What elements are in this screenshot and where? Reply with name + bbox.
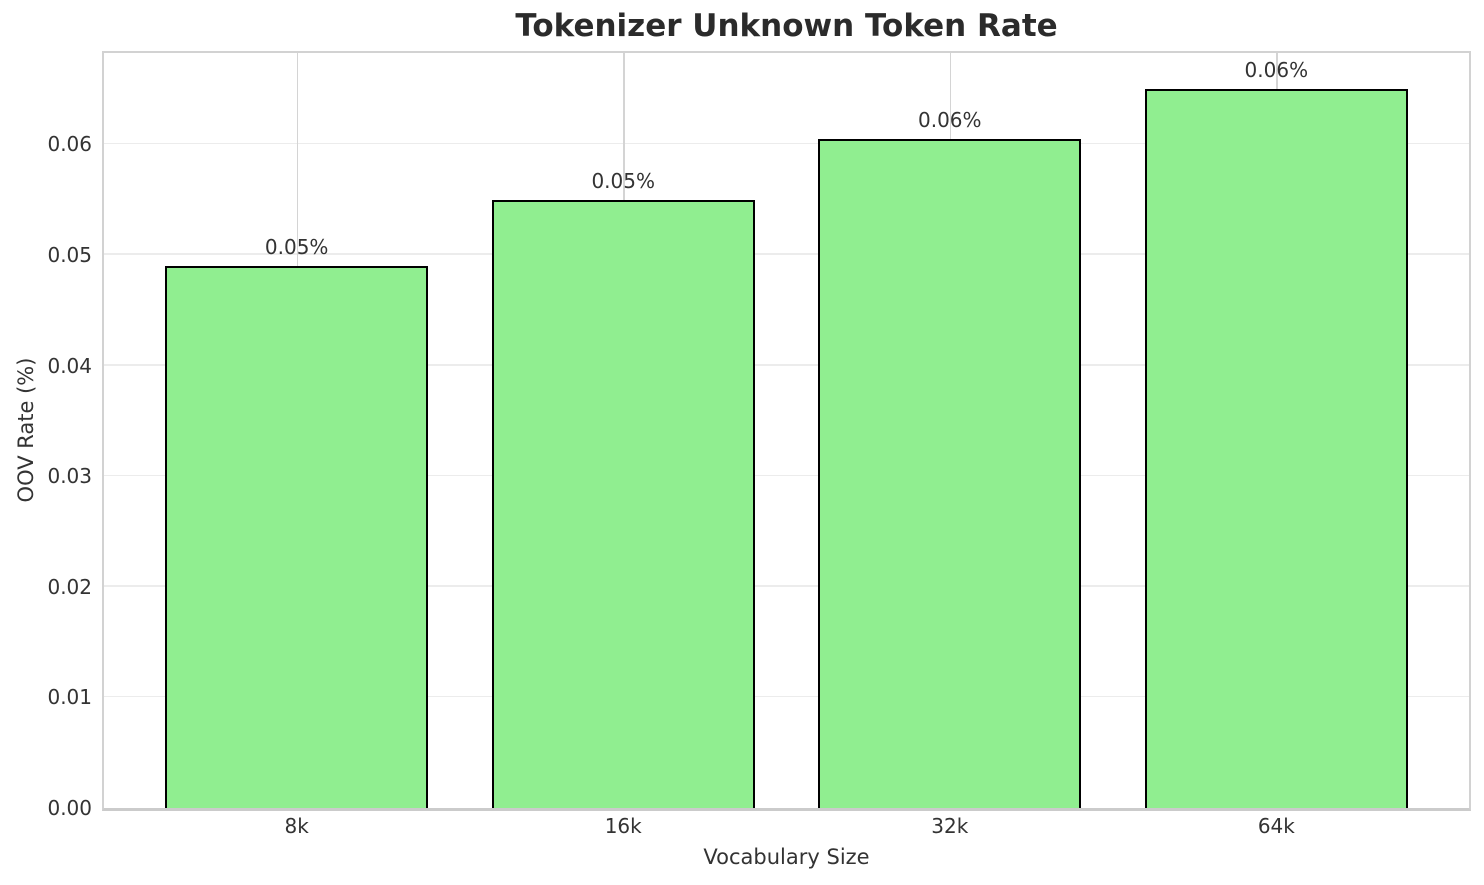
y-tick-labels: 0.00 0.01 0.02 0.03 0.04 0.05 0.06 (0, 53, 92, 818)
x-tick-labels: 8k 16k 32k 64k (104, 814, 1469, 840)
bar-value-label: 0.06% (917, 107, 982, 132)
bar-32k (818, 138, 1082, 808)
horizontal-gridline (104, 695, 1469, 698)
bar-value-label: 0.06% (1244, 57, 1309, 82)
y-tick-label: 0.02 (47, 574, 92, 599)
bar-64k (1144, 88, 1408, 808)
y-tick-label: 0.05 (47, 242, 92, 267)
horizontal-gridline (104, 253, 1469, 255)
horizontal-gridline (104, 142, 1469, 145)
x-axis-label: Vocabulary Size (703, 845, 870, 869)
bar-value-label: 0.05% (591, 168, 655, 193)
y-tick-label: 0.06 (47, 132, 92, 157)
x-tick-label: 64k (1257, 814, 1295, 838)
y-tick-label: 0.04 (47, 353, 92, 378)
x-tick-label: 16k (604, 814, 642, 838)
bar-16k (491, 199, 755, 808)
plot-area: 0.05% 0.05% 0.06% 0.06% (102, 51, 1471, 811)
x-tick-label: 32k (931, 814, 969, 838)
y-tick-label: 0.03 (47, 464, 92, 489)
chart-title: Tokenizer Unknown Token Rate (515, 8, 1058, 44)
horizontal-gridline (104, 474, 1469, 477)
y-tick-label: 0.01 (47, 685, 92, 710)
horizontal-gridline (104, 585, 1469, 587)
bar-8k (165, 265, 429, 808)
bar-value-label: 0.05% (264, 234, 329, 259)
x-tick-label: 8k (284, 814, 309, 838)
horizontal-gridline (104, 364, 1469, 366)
y-tick-label: 0.00 (47, 796, 92, 820)
